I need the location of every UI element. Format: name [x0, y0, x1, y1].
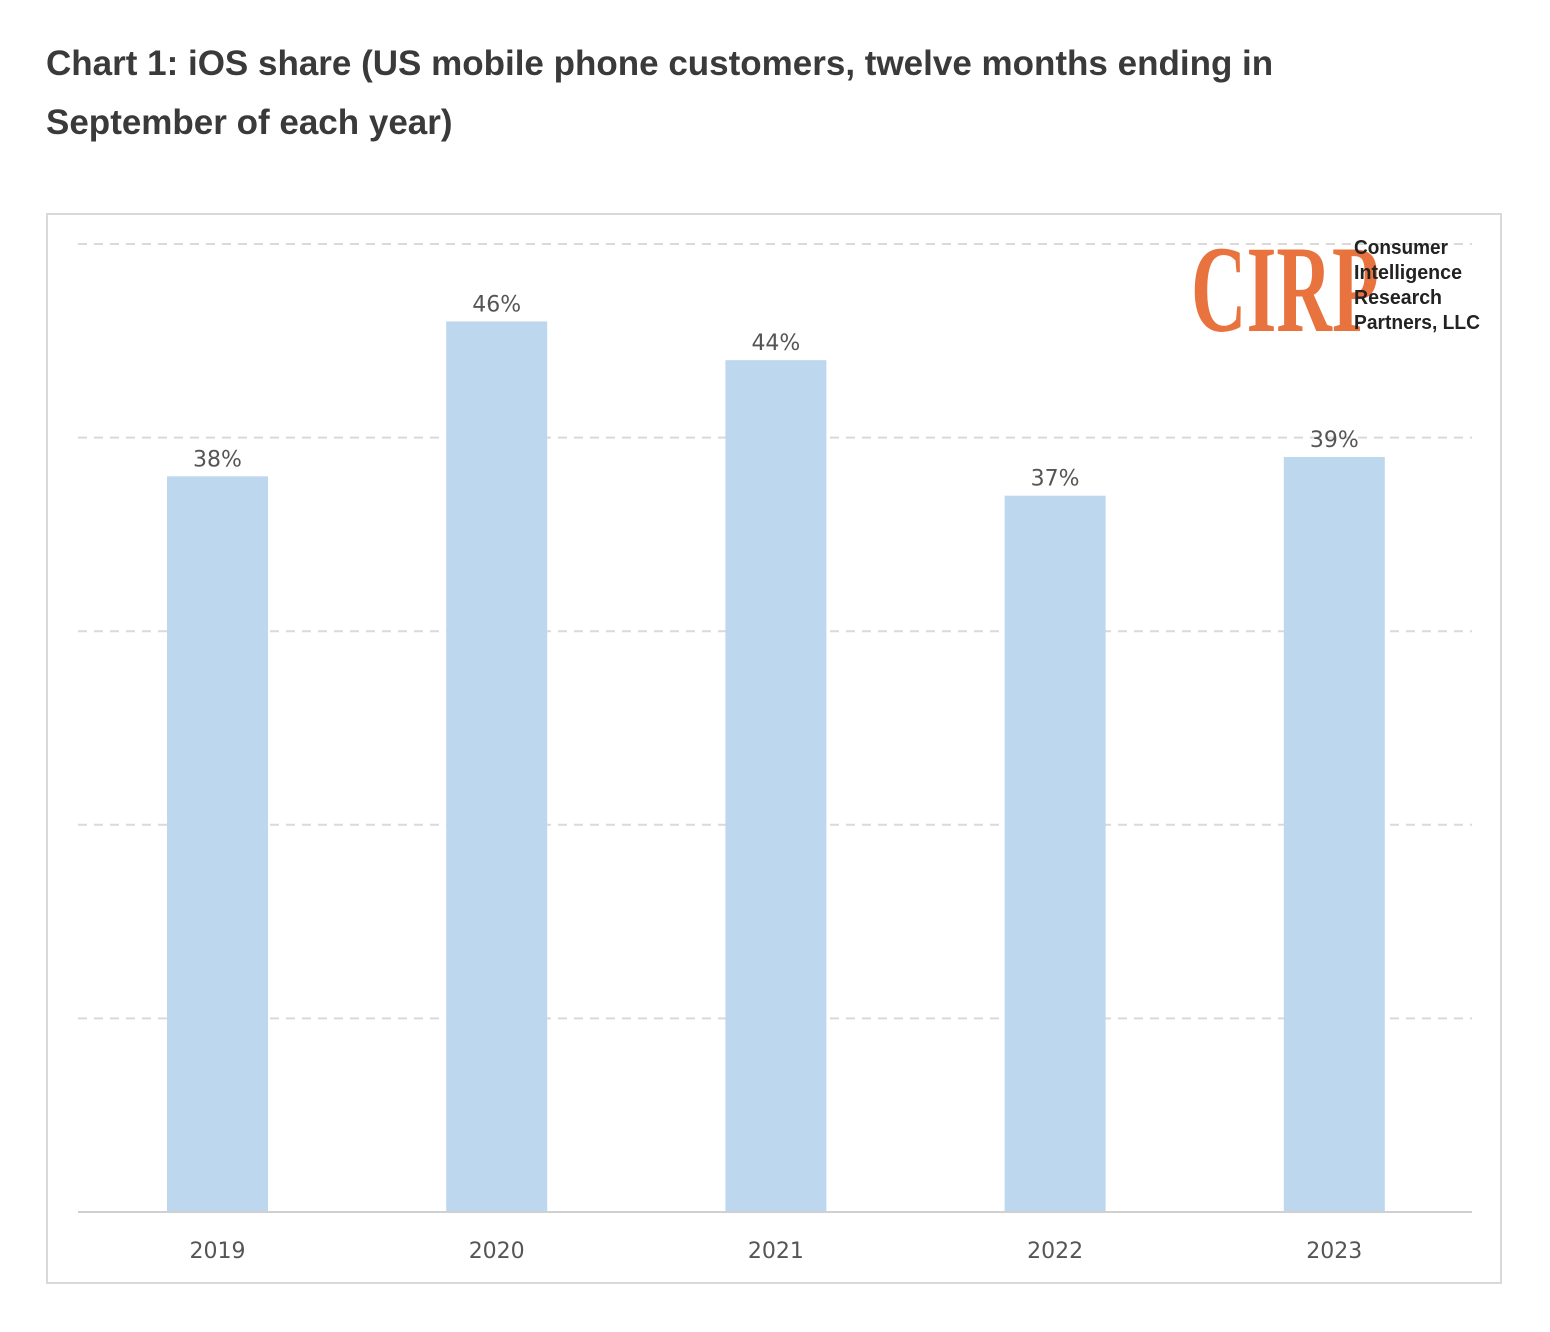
logo-text: Consumer Intelligence Research Partners, LL…: [1354, 237, 1480, 334]
cirp-logo: CIRP Consumer Intelligence Research Partner…: [1191, 222, 1480, 359]
logo-text-line: Research: [1354, 287, 1442, 309]
bar-2020: [446, 321, 548, 1212]
x-tick-label: 2022: [1027, 1239, 1083, 1264]
logo-text-line: Consumer: [1354, 237, 1448, 259]
bar-2023: [1283, 456, 1385, 1212]
x-tick-label: 2021: [748, 1239, 804, 1264]
x-tick-labels: 2019 2020 2021 2022 2023: [190, 1239, 1363, 1264]
x-tick-label: 2023: [1306, 1239, 1362, 1264]
logo-mark: CIRP: [1191, 222, 1379, 359]
x-tick-label: 2019: [190, 1239, 246, 1264]
data-label: 44%: [751, 331, 800, 356]
data-label: 38%: [193, 447, 242, 472]
data-label: 46%: [472, 292, 521, 317]
x-tick-label: 2020: [469, 1239, 525, 1264]
data-label: 39%: [1310, 428, 1359, 453]
bar-2019: [167, 476, 268, 1212]
bar-chart: 38% 46% 44% 37% 39% 2019 2020 2021 2022 2023 CIR…: [78, 222, 1480, 1264]
bar-2022: [1004, 495, 1106, 1212]
chart-area: 38% 46% 44% 37% 39% 2019 2020 2021 2022 2023 CIR…: [46, 213, 1502, 1284]
bar-2021: [725, 360, 827, 1212]
data-labels: 38% 46% 44% 37% 39%: [193, 292, 1359, 491]
chart-title: Chart 1: iOS share (US mobile phone cust…: [46, 44, 1274, 142]
data-label: 37%: [1031, 467, 1080, 492]
logo-text-line: Intelligence: [1354, 262, 1462, 284]
bars: [167, 321, 1385, 1212]
logo-text-line: Partners, LLC: [1354, 312, 1480, 334]
